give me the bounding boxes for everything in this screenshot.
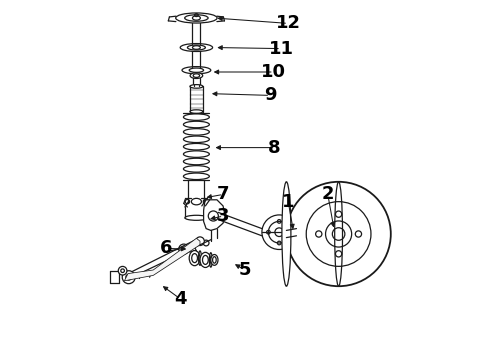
Text: 11: 11: [269, 40, 294, 58]
Circle shape: [306, 202, 371, 266]
Text: 9: 9: [264, 86, 276, 104]
Text: 5: 5: [239, 261, 251, 279]
Text: 7: 7: [217, 185, 230, 203]
Polygon shape: [204, 200, 225, 230]
Text: 6: 6: [160, 239, 172, 257]
Text: 4: 4: [174, 290, 187, 308]
Text: 10: 10: [261, 63, 286, 81]
Ellipse shape: [190, 110, 203, 113]
Circle shape: [118, 266, 127, 275]
Text: 1: 1: [282, 193, 294, 211]
Circle shape: [122, 271, 135, 284]
Ellipse shape: [185, 215, 208, 220]
Circle shape: [325, 221, 352, 247]
Ellipse shape: [190, 73, 203, 78]
Text: 2: 2: [321, 185, 334, 203]
Ellipse shape: [282, 182, 291, 286]
Text: 12: 12: [276, 14, 301, 32]
Circle shape: [179, 244, 189, 254]
Ellipse shape: [190, 85, 203, 88]
Ellipse shape: [176, 13, 217, 23]
Ellipse shape: [192, 198, 201, 205]
Ellipse shape: [180, 44, 213, 51]
Circle shape: [196, 237, 204, 246]
Circle shape: [286, 182, 391, 286]
Text: 3: 3: [217, 207, 230, 225]
Circle shape: [203, 240, 209, 246]
Ellipse shape: [200, 252, 211, 267]
Circle shape: [208, 211, 219, 221]
Circle shape: [262, 215, 296, 249]
Ellipse shape: [211, 255, 218, 265]
Circle shape: [269, 221, 290, 243]
Ellipse shape: [189, 251, 200, 266]
Polygon shape: [124, 238, 200, 281]
Text: 8: 8: [268, 139, 280, 157]
Ellipse shape: [182, 67, 211, 74]
Ellipse shape: [294, 215, 298, 249]
